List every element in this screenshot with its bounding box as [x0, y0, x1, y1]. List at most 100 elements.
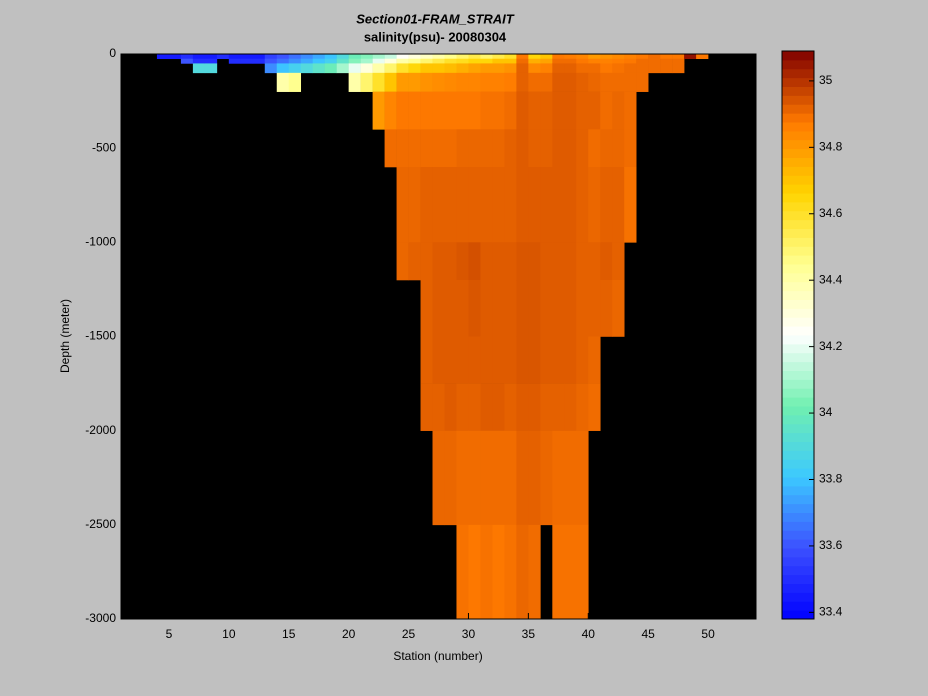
heat-cell: [564, 524, 577, 620]
heat-cell: [468, 167, 481, 243]
heat-cell: [564, 91, 577, 130]
heat-cell: [540, 167, 553, 243]
heat-cell: [372, 63, 385, 74]
colorbar-swatch: [782, 343, 814, 354]
heat-cell: [480, 280, 493, 337]
colorbar-swatch: [782, 210, 814, 221]
heat-cell: [564, 63, 577, 74]
heat-cell: [552, 430, 565, 526]
heat-cell: [540, 280, 553, 337]
heat-cell: [420, 167, 433, 243]
heat-cell: [504, 383, 517, 431]
heat-cell: [528, 129, 541, 168]
colorbar-swatch: [782, 450, 814, 460]
heat-cell: [600, 129, 613, 168]
heat-cell: [492, 91, 505, 130]
heat-cell: [600, 63, 613, 74]
heat-cell: [564, 72, 577, 92]
heat-cell: [252, 54, 266, 60]
heat-cell: [576, 383, 589, 431]
heat-cell: [588, 129, 601, 168]
heat-cell: [612, 72, 625, 92]
colorbar-swatch: [782, 530, 814, 540]
heat-cell: [360, 72, 373, 92]
heat-cell: [588, 280, 601, 337]
colorbar-swatch: [782, 308, 814, 318]
heat-cell: [624, 91, 637, 130]
heat-cell: [588, 91, 601, 130]
heat-cell: [576, 129, 589, 168]
y-tick-label: -500: [92, 140, 116, 154]
heat-cell: [672, 58, 685, 64]
colorbar-tick-label: 34: [819, 405, 833, 419]
heat-cell: [528, 91, 541, 130]
heat-cell: [600, 242, 613, 281]
heat-cell: [552, 63, 565, 74]
heat-cell: [552, 72, 565, 92]
colorbar-swatch: [782, 86, 814, 96]
heat-cell: [216, 54, 230, 60]
heat-cell: [540, 72, 553, 92]
colorbar-swatch: [782, 184, 814, 194]
heat-cell: [564, 242, 577, 281]
heat-cell: [588, 167, 601, 243]
colorbar-swatch: [782, 521, 814, 531]
colorbar-swatch: [782, 335, 814, 345]
heat-cell: [528, 383, 541, 431]
heat-cell: [624, 63, 637, 74]
heat-cell: [588, 54, 601, 60]
heat-cell: [516, 167, 529, 243]
heat-cell: [528, 242, 541, 281]
heat-cell: [564, 129, 577, 168]
heat-cell: [552, 54, 565, 60]
heat-cell: [348, 58, 361, 64]
heat-cell: [444, 336, 457, 384]
heat-cell: [228, 54, 242, 60]
colorbar-swatch: [782, 601, 814, 611]
heat-cell: [480, 54, 493, 60]
heat-cell: [576, 58, 589, 64]
heat-cell: [492, 58, 505, 64]
heat-cell: [588, 58, 601, 64]
colorbar-swatch: [782, 193, 814, 203]
heat-cell: [444, 167, 457, 243]
y-tick-label: -2500: [85, 517, 116, 531]
heat-cell: [492, 336, 505, 384]
colorbar-swatch: [782, 565, 814, 576]
y-tick-label: -1500: [85, 329, 116, 343]
colorbar-swatch: [782, 459, 814, 469]
heat-cell: [516, 280, 529, 337]
heat-cell: [492, 72, 505, 92]
colorbar-swatch: [782, 272, 814, 283]
heat-cell: [504, 430, 517, 526]
heat-cell: [204, 54, 218, 60]
heat-cell: [300, 58, 313, 64]
heat-cell: [636, 63, 649, 74]
heat-cell: [408, 58, 421, 64]
x-tick-label: 15: [282, 627, 296, 641]
heat-cell: [504, 91, 517, 130]
heat-cell: [456, 63, 469, 74]
heat-cell: [480, 383, 493, 431]
colorbar-swatch: [782, 361, 814, 371]
heat-cell: [432, 72, 445, 92]
heat-cell: [516, 91, 529, 130]
heat-cell: [588, 242, 601, 281]
heat-cell: [648, 63, 661, 74]
colorbar-swatch: [782, 95, 814, 105]
heat-cell: [552, 167, 565, 243]
heat-cell: [528, 72, 541, 92]
heat-cell: [600, 280, 613, 337]
heat-cell: [480, 91, 493, 130]
heat-cell: [444, 91, 457, 130]
heat-cell: [612, 54, 625, 60]
heat-cell: [408, 63, 421, 74]
heat-cell: [552, 242, 565, 281]
colorbar-swatch: [782, 299, 814, 309]
heat-cell: [420, 58, 433, 64]
heat-cell: [444, 280, 457, 337]
colorbar-swatch: [782, 237, 814, 247]
colorbar-swatch: [782, 130, 814, 141]
heat-cell: [264, 63, 278, 74]
